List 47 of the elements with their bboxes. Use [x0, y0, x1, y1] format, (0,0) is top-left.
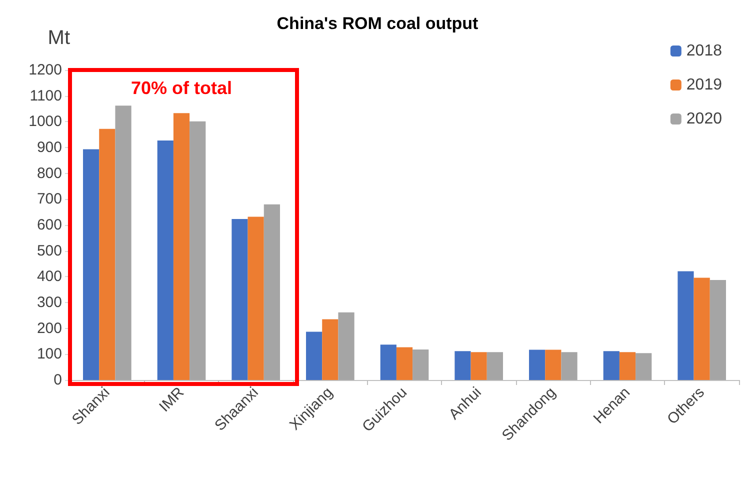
bar [115, 106, 132, 380]
chart-title: China's ROM coal output [276, 14, 479, 33]
bar [561, 352, 578, 380]
bar [306, 332, 322, 380]
bar [380, 344, 396, 380]
bar [190, 121, 206, 380]
bar [232, 219, 248, 380]
bar [83, 149, 100, 380]
bar [173, 113, 190, 380]
bar [412, 350, 429, 380]
bar [454, 351, 471, 380]
bar [248, 216, 264, 380]
bar [678, 271, 694, 380]
y-tick-label: 800 [36, 164, 62, 182]
y-axis-title: Mt [48, 27, 70, 49]
y-tick-label: 0 [54, 372, 62, 388]
x-tick-label: IMR [156, 384, 188, 416]
y-tick-label: 500 [36, 242, 62, 260]
y-tick-label: 1000 [28, 113, 62, 130]
bar [264, 204, 280, 380]
bar [545, 350, 562, 380]
y-tick-label: 100 [36, 346, 62, 363]
bar [99, 128, 116, 380]
bar [694, 278, 710, 380]
bar [710, 280, 726, 380]
y-tick-label: 1100 [30, 87, 62, 104]
bar [603, 351, 620, 380]
y-tick-label: 700 [36, 190, 62, 208]
bar [470, 352, 487, 380]
bar [636, 353, 652, 380]
y-tick-label: 1200 [28, 62, 62, 78]
bar [619, 352, 636, 380]
y-tick-label: 300 [36, 294, 62, 311]
bar [396, 347, 413, 380]
bar [322, 319, 338, 380]
y-tick-label: 600 [36, 216, 62, 234]
y-tick-label: 400 [36, 268, 62, 286]
bar [486, 352, 503, 380]
legend-label: 2020 [686, 110, 722, 128]
bar [338, 312, 354, 380]
bar [157, 140, 174, 380]
y-tick-label: 200 [36, 320, 62, 337]
annotation: 70% of total [130, 78, 233, 99]
y-tick-label: 900 [36, 139, 62, 156]
legend-label: 2018 [686, 42, 722, 60]
bar [529, 350, 546, 380]
legend-label: 2019 [686, 76, 722, 94]
